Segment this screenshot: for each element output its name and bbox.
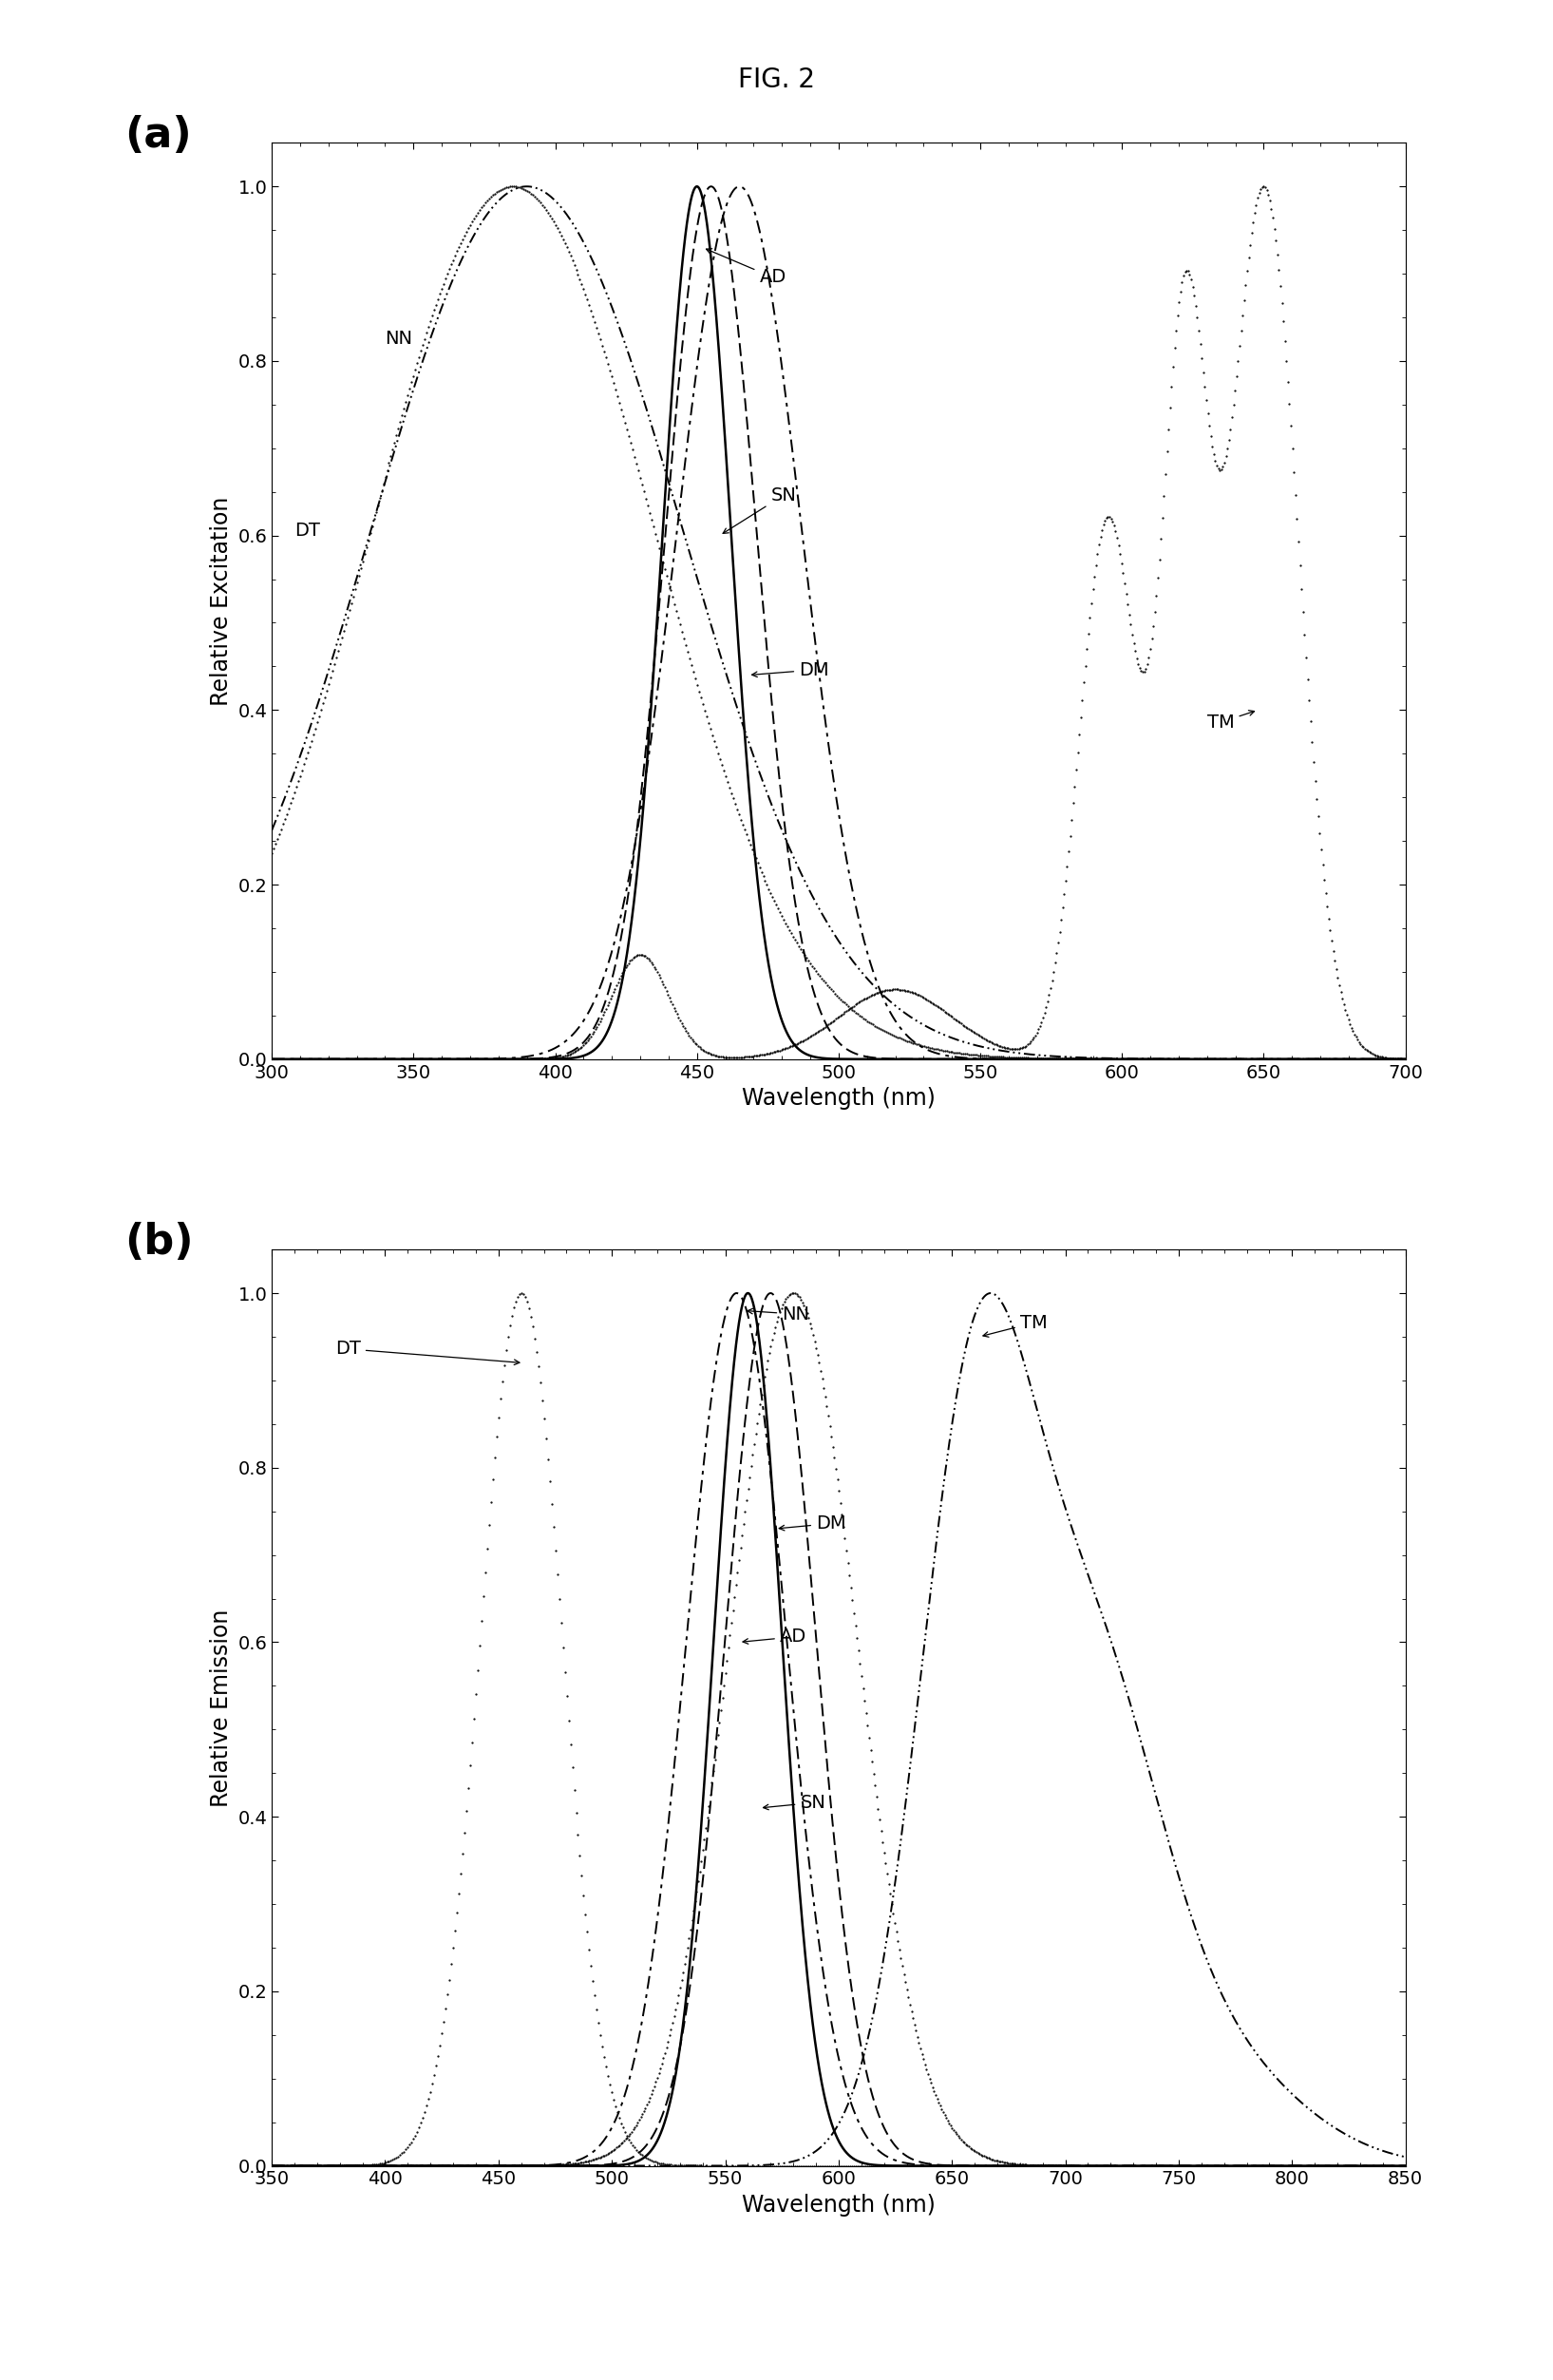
Text: SN: SN <box>763 1795 826 1811</box>
Text: SN: SN <box>724 486 797 533</box>
Text: (b): (b) <box>124 1221 194 1264</box>
Text: DT: DT <box>335 1340 520 1364</box>
Text: NN: NN <box>747 1304 809 1323</box>
Text: (a): (a) <box>124 114 191 157</box>
Text: TM: TM <box>983 1314 1047 1338</box>
Y-axis label: Relative Excitation: Relative Excitation <box>210 497 233 704</box>
Text: NN: NN <box>385 328 413 347</box>
X-axis label: Wavelength (nm): Wavelength (nm) <box>742 2194 935 2216</box>
Text: AD: AD <box>742 1628 806 1647</box>
Text: TM: TM <box>1207 709 1255 731</box>
Text: DM: DM <box>780 1514 846 1533</box>
Text: DT: DT <box>295 521 320 540</box>
X-axis label: Wavelength (nm): Wavelength (nm) <box>742 1088 935 1109</box>
Text: FIG. 2: FIG. 2 <box>738 67 815 93</box>
Text: AD: AD <box>707 248 786 286</box>
Text: DM: DM <box>752 662 829 678</box>
Y-axis label: Relative Emission: Relative Emission <box>210 1609 233 1806</box>
